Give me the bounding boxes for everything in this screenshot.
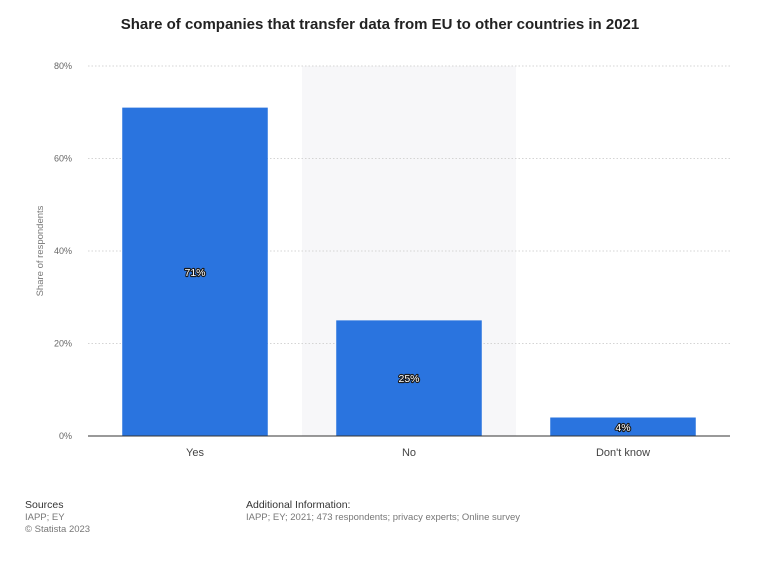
copyright-line: © Statista 2023 [25,524,91,535]
chart-title: Share of companies that transfer data fr… [120,16,640,33]
bar [336,320,482,436]
bar [122,107,268,436]
y-tick-label: 20% [54,339,72,349]
data-label: 4% [615,422,630,434]
data-label: 25% [398,373,419,385]
additional-info-text: IAPP; EY; 2021; 473 respondents; privacy… [246,512,520,523]
additional-info-heading: Additional Information: [246,499,351,511]
sources-block: Sources IAPP; EY © Statista 2023 [25,499,90,536]
y-tick-label: 80% [54,61,72,71]
sources-line: IAPP; EY [25,512,65,523]
bar [550,417,696,436]
x-category-label: Don't know [596,447,650,459]
data-label: 71% [184,267,205,279]
y-tick-label: 0% [59,431,72,441]
bar-chart: 0% 20% 40% 60% 80% Share of respondents 71% Yes… [35,61,730,459]
y-tick-label: 40% [54,246,72,256]
y-tick-label: 60% [54,154,72,164]
y-axis-title: Share of respondents [35,205,46,296]
sources-heading: Sources [25,499,64,511]
additional-info-block: Additional Information: IAPP; EY; 2021; … [246,499,520,524]
x-category-label: No [402,447,416,459]
x-category-label: Yes [186,447,204,459]
